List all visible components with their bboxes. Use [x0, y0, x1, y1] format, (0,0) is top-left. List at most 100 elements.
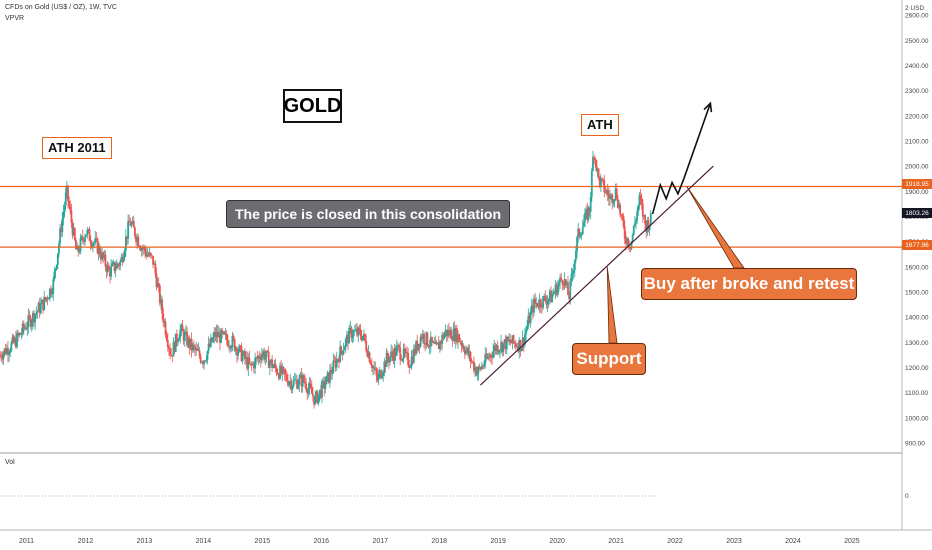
candle-body	[185, 331, 187, 334]
candle-body	[367, 352, 370, 357]
candle-body	[13, 338, 16, 343]
candle-body	[484, 354, 487, 365]
candle-body	[84, 236, 86, 242]
candle-body	[73, 228, 76, 241]
candle-body	[205, 359, 208, 361]
candle-body	[248, 357, 251, 364]
candle-body	[582, 221, 585, 227]
candle-body	[420, 336, 423, 339]
candle-body	[266, 351, 269, 352]
support-note-pointer	[606, 266, 618, 344]
x-tick-label: 2023	[726, 538, 742, 545]
candle-body	[646, 220, 649, 233]
candle-body	[435, 341, 438, 345]
candle-body	[630, 241, 633, 249]
candle-body	[528, 315, 531, 324]
candle-body	[567, 282, 569, 295]
candle-body	[119, 261, 122, 267]
candle-body	[62, 211, 65, 219]
candle-body	[558, 282, 560, 287]
candle-body	[271, 359, 273, 368]
candle-body	[240, 345, 243, 362]
y-tick-label: 1100.00	[905, 390, 928, 397]
candle-body	[408, 365, 411, 368]
volume-zero-label: 0	[905, 493, 909, 500]
candle-body	[273, 363, 276, 367]
candle-body	[29, 317, 32, 327]
candle-body	[279, 365, 281, 379]
y-tick-label: 2600.00	[905, 13, 929, 20]
candle-body	[590, 170, 593, 197]
candle-body	[395, 346, 398, 356]
candle-body	[36, 311, 39, 313]
y-tick-label: 2500.00	[905, 38, 929, 45]
candle-body	[593, 157, 595, 159]
candle-body	[570, 274, 573, 281]
candle-body	[317, 394, 320, 404]
candle-body	[143, 247, 145, 249]
candle-body	[429, 336, 432, 347]
candle-body	[536, 302, 539, 307]
candle-body	[295, 379, 297, 381]
candle-body	[581, 226, 584, 235]
candle-body	[25, 327, 27, 330]
candle-body	[209, 337, 212, 347]
candle-body	[495, 345, 498, 351]
candle-body	[123, 250, 126, 257]
candle-body	[621, 215, 624, 217]
candle-body	[78, 251, 81, 253]
candle-body	[214, 332, 217, 338]
candle-body	[22, 323, 25, 329]
candle-body	[633, 223, 636, 226]
candle-body	[471, 361, 474, 363]
candle-body	[166, 340, 169, 347]
candle-body	[53, 271, 56, 280]
x-tick-label: 2025	[844, 538, 860, 545]
candle-body	[129, 222, 132, 226]
candle-body	[219, 333, 221, 343]
candle-body	[353, 330, 356, 332]
candle-body	[139, 247, 142, 251]
candle-body	[516, 346, 518, 348]
candle-body	[37, 303, 40, 312]
candle-body	[434, 341, 437, 344]
candle-body	[448, 329, 450, 336]
candle-body	[378, 370, 381, 374]
buy-note-pointer	[686, 186, 745, 269]
candle-body	[282, 367, 285, 370]
candle-body	[531, 305, 534, 313]
candle-body	[289, 380, 292, 383]
candle-body	[189, 338, 192, 348]
candle-body	[449, 330, 451, 336]
candle-body	[117, 263, 119, 265]
candle-body	[560, 277, 563, 281]
candle-body	[144, 247, 147, 252]
candle-body	[373, 366, 376, 369]
candle-body	[636, 211, 639, 221]
candle-body	[465, 350, 467, 355]
candle-body	[258, 356, 261, 359]
candle-body	[330, 370, 332, 375]
candle-body	[285, 374, 288, 381]
candle-body	[71, 222, 74, 236]
candle-body	[281, 367, 284, 374]
support-trendline	[480, 165, 714, 386]
candle-body	[103, 254, 106, 258]
candle-body	[365, 341, 368, 351]
candle-body	[368, 352, 371, 363]
candle-body	[511, 335, 514, 344]
candle-body	[512, 335, 515, 343]
candle-body	[321, 381, 323, 398]
candle-body	[569, 280, 572, 299]
candle-body	[443, 333, 446, 339]
candle-body	[165, 334, 168, 341]
candle-body	[3, 348, 6, 354]
candle-body	[501, 342, 504, 353]
candle-body	[548, 290, 551, 299]
candle-body	[319, 389, 322, 398]
candle-body	[98, 246, 101, 256]
candle-body	[402, 348, 405, 359]
candle-body	[553, 292, 556, 294]
candle-body	[249, 363, 252, 364]
